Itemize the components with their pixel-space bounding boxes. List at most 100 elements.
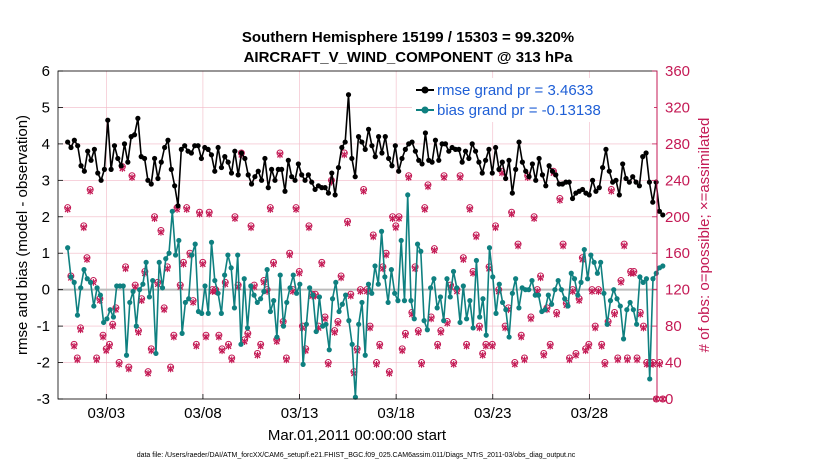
right-axis: 0 40 80 120 160 200 240 280 320 360 [652,63,690,408]
bias-point [150,277,156,284]
rmse-point [506,157,512,163]
obs-assimilated-marker [267,206,274,213]
bias-point [601,290,607,296]
obs-assimilated-marker [257,342,264,350]
bias-point [653,270,659,276]
rmse-point [131,132,138,138]
right-tick-label: 0 [665,391,673,408]
rmse-point [503,175,509,182]
bias-point [222,272,228,278]
bias-point [316,294,323,300]
rmse-point [158,159,164,165]
obs-assimilated-marker [170,333,177,341]
rmse-point [613,177,619,183]
rmse-point [643,150,649,156]
obs-assimilated-marker [64,206,71,213]
rmse-point [91,146,98,152]
rmse-point [258,177,265,183]
rmse-point [640,154,646,160]
obs-assimilated-marker [128,174,136,181]
obs-assimilated-marker [270,260,277,268]
right-tick-label: 280 [665,136,690,153]
bias-point [447,294,453,300]
rmse-point [600,164,606,171]
obs-assimilated-marker [219,347,226,355]
obs-assimilated-marker [193,342,200,350]
bias-point [624,307,630,313]
obs-assimilated-marker [428,315,435,323]
bias-point [457,319,463,326]
rmse-point [265,185,271,191]
bias-point [571,276,578,282]
rmse-point [111,143,118,149]
obs-assimilated-marker [469,269,477,277]
rmse-point [389,163,395,169]
bias-point [326,347,332,353]
rmse-point [155,175,161,182]
legend-box [412,78,654,122]
bias-point [503,307,509,313]
obs-assimilated-marker [321,315,329,323]
rmse-point [493,144,499,151]
left-tick-label: 1 [42,245,50,262]
bias-point [264,267,270,273]
rmse-point [616,192,622,198]
obs-assimilated-marker [566,356,573,364]
obs-assimilated-marker [373,360,380,368]
rmse-series [65,92,666,218]
right-tick-label: 240 [665,172,690,189]
bias-point [591,259,597,265]
legend-bias-label: bias grand pr = -0.13138 [437,102,601,119]
rmse-point [335,164,342,171]
rmse-point [98,177,104,183]
rmse-point [436,157,442,163]
bias-point [470,325,476,331]
bias-point [163,256,169,262]
rmse-point [513,166,519,172]
bias-point [418,248,424,254]
rmse-point [606,168,612,174]
bias-point [352,394,359,400]
bias-point [378,228,385,234]
bias-point [637,274,643,280]
bias-point [81,267,87,273]
x-axis-label: Mar.01,2011 00:00:00 start [268,427,447,444]
bias-point [303,321,309,327]
rmse-point [603,146,609,152]
obs-assimilated-marker [640,324,647,332]
rmse-point [446,148,452,154]
rmse-point [182,143,188,149]
data-file-footer: data file: /Users/raeder/DAI/ATM_forcXX/… [137,452,576,459]
bias-point [274,334,280,340]
rmse-point [509,190,515,196]
bias-point [382,274,388,280]
bias-point [581,246,587,253]
bias-point [640,279,646,285]
legend: rmse grand pr = 3.4633 bias grand pr = -… [412,78,654,122]
rmse-point [322,185,328,191]
rmse-point [269,166,275,172]
rmse-point [282,188,288,194]
rmse-point [329,170,335,176]
obs-assimilated-marker [228,356,235,364]
bias-point [235,252,241,258]
obs-assimilated-marker [74,356,81,364]
bias-point [123,352,130,358]
bias-point [372,263,378,269]
x-tick-label: 03/13 [281,405,319,422]
bias-point [365,281,372,287]
obs-assimilated-marker [479,351,486,359]
bias-point [477,314,483,320]
rmse-point [476,159,482,165]
bias-point [280,323,287,329]
bias-point [78,285,84,291]
rmse-point [101,166,108,172]
obs-assimilated-marker [331,329,338,336]
bias-point [297,281,303,287]
rmse-point [292,177,298,183]
obs-assimilated-marker [376,342,383,350]
x-tick-label: 03/23 [474,405,512,422]
obs-assimilated-marker [463,342,470,350]
rmse-point [369,143,375,149]
obs-assimilated-marker [109,322,116,330]
